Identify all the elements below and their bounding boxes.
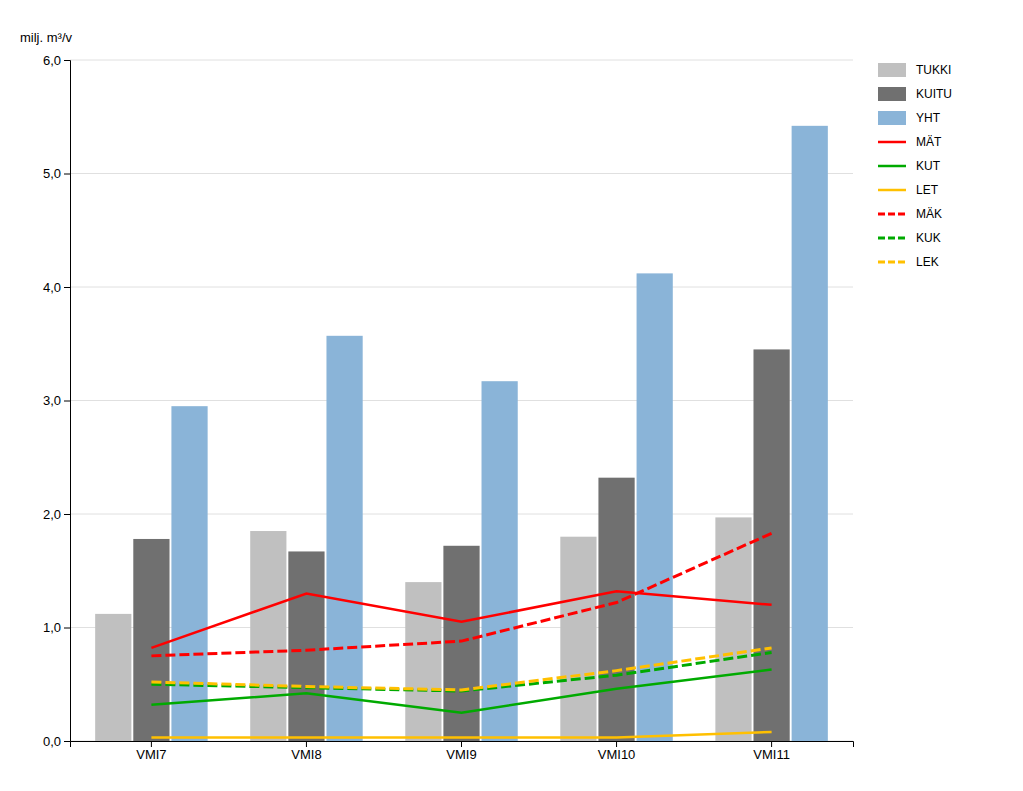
y-tick: 1,0 <box>43 620 70 635</box>
line <box>151 648 771 690</box>
legend-swatch <box>878 261 906 264</box>
tick-mark <box>64 174 70 175</box>
bar <box>560 537 596 741</box>
y-tick: 0,0 <box>43 734 70 749</box>
legend-item: TUKKI <box>878 63 951 77</box>
tick-label: VMI10 <box>598 747 636 762</box>
y-axis: 0,0 1,0 2,0 3,0 4,0 5,0 6,0 <box>43 53 71 749</box>
legend-item: KUK <box>878 231 941 245</box>
tick-mark <box>64 287 70 288</box>
tick-label: VMI11 <box>753 747 790 762</box>
grid-line <box>70 60 853 61</box>
axis-line <box>71 742 854 748</box>
bar <box>95 614 131 741</box>
line <box>151 732 771 738</box>
legend-item: LET <box>878 183 939 197</box>
bar-series <box>171 126 827 741</box>
legend-label: MÄT <box>916 135 942 149</box>
y-tick: 5,0 <box>43 166 70 181</box>
tick-mark <box>64 741 70 742</box>
x-tick: VMI8 <box>291 741 321 762</box>
bar <box>753 349 789 741</box>
legend-label: LEK <box>916 255 939 269</box>
legend-label: KUITU <box>916 87 952 101</box>
line <box>151 533 771 656</box>
x-axis: VMI7 VMI8 VMI9 VMI10 VMI11 <box>71 741 854 762</box>
legend-swatch <box>878 165 906 168</box>
tick-mark <box>151 741 152 747</box>
bar <box>326 336 362 741</box>
legend-item: MÄK <box>878 207 942 221</box>
x-tick: VMI10 <box>598 741 636 762</box>
marks <box>95 126 828 741</box>
x-tick: VMI9 <box>446 741 476 762</box>
bar <box>482 381 518 741</box>
bar <box>133 539 169 741</box>
legend-item: YHT <box>878 111 941 125</box>
y-tick: 3,0 <box>43 393 70 408</box>
bar-series <box>133 349 789 741</box>
bar <box>715 517 751 741</box>
line <box>151 591 771 648</box>
legend-item: KUT <box>878 159 941 173</box>
tick-mark <box>64 514 70 515</box>
tick-label: 2,0 <box>43 507 61 522</box>
tick-label: 6,0 <box>43 53 61 68</box>
legend-item: MÄT <box>878 135 942 149</box>
grid-line <box>70 287 853 288</box>
tick-mark <box>64 401 70 402</box>
legend-swatch <box>878 141 906 144</box>
bar <box>792 126 828 741</box>
y-tick: 4,0 <box>43 280 70 295</box>
legend-swatch <box>878 87 906 101</box>
bar <box>250 531 286 741</box>
grid-line <box>70 173 853 174</box>
axis-line <box>64 61 71 742</box>
bar <box>598 478 634 741</box>
tick-mark <box>306 741 307 747</box>
tick-label: 4,0 <box>43 280 61 295</box>
x-tick: VMI7 <box>136 741 166 762</box>
legend-item: KUITU <box>878 87 952 101</box>
legend: TUKKI KUITU YHT MÄT KUT LET MÄK KUK LEK <box>878 63 952 269</box>
tick-mark <box>616 741 617 747</box>
chart: 0,01,02,03,04,05,06,0VMI7VMI8VMI9VMI10VM… <box>0 0 1023 791</box>
bar <box>405 582 441 741</box>
tick-label: 5,0 <box>43 166 61 181</box>
tick-mark <box>64 60 70 61</box>
legend-label: KUK <box>916 231 941 245</box>
y-tick: 2,0 <box>43 507 70 522</box>
y-tick: 6,0 <box>43 53 70 68</box>
legend-label: KUT <box>916 159 941 173</box>
legend-item: LEK <box>878 255 939 269</box>
legend-swatch <box>878 111 906 125</box>
bar <box>288 551 324 741</box>
legend-swatch <box>878 237 906 240</box>
tick-label: VMI8 <box>291 747 321 762</box>
tick-label: VMI9 <box>446 747 476 762</box>
legend-swatch <box>878 63 906 77</box>
plot: 0,01,02,03,04,05,06,0VMI7VMI8VMI9VMI10VM… <box>43 53 854 763</box>
tick-mark <box>461 741 462 747</box>
x-tick: VMI11 <box>753 741 790 762</box>
grid <box>70 60 853 741</box>
y-axis-label: milj. m³/v <box>20 30 72 45</box>
legend-swatch <box>878 189 906 192</box>
tick-label: 3,0 <box>43 393 61 408</box>
tick-label: 0,0 <box>43 734 61 749</box>
legend-label: MÄK <box>916 207 942 221</box>
tick-mark <box>64 628 70 629</box>
tick-label: 1,0 <box>43 620 61 635</box>
legend-label: TUKKI <box>916 63 951 77</box>
bar <box>171 406 207 741</box>
grid-line <box>70 400 853 401</box>
tick-mark <box>771 741 772 747</box>
legend-swatch <box>878 213 906 216</box>
legend-label: YHT <box>916 111 941 125</box>
tick-label: VMI7 <box>136 747 166 762</box>
legend-label: LET <box>916 183 939 197</box>
